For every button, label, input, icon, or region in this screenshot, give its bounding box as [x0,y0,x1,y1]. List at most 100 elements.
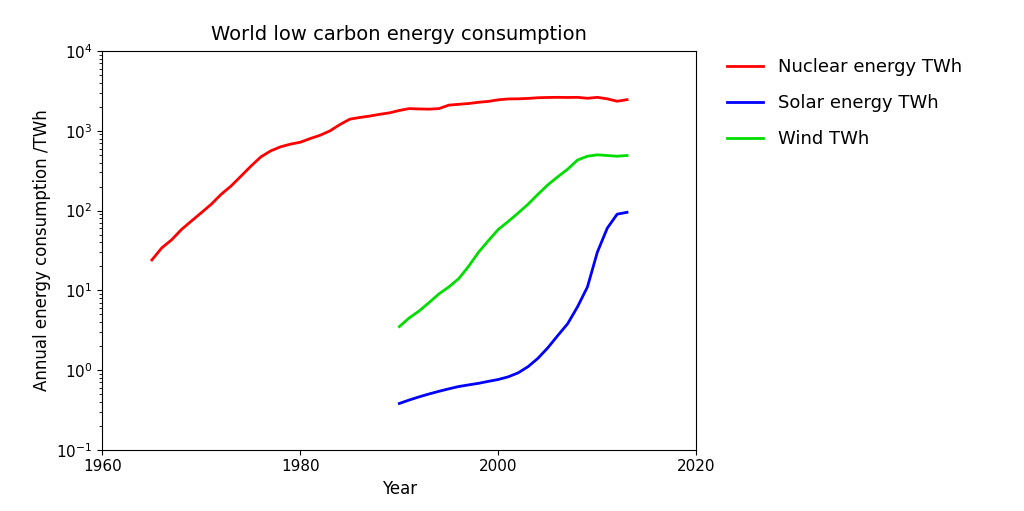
Nuclear energy TWh [621,97,633,103]
Solar energy TWh [611,211,624,217]
Wind TWh [502,218,514,224]
Nuclear energy TWh [542,95,554,101]
Wind TWh [482,238,495,244]
Wind TWh [611,153,624,159]
Wind TWh [591,152,603,158]
Wind TWh [433,291,445,297]
Solar energy TWh [552,333,564,339]
Legend: Nuclear energy TWh, Solar energy TWh, Wind TWh: Nuclear energy TWh, Solar energy TWh, Wi… [720,51,969,156]
Nuclear energy TWh [601,96,613,102]
Nuclear energy TWh [374,111,386,118]
Nuclear energy TWh [512,96,524,102]
Wind TWh [413,308,425,314]
Solar energy TWh [442,386,455,392]
Nuclear energy TWh [304,135,316,142]
Solar energy TWh [413,394,425,400]
Nuclear energy TWh [453,101,465,107]
Nuclear energy TWh [531,95,544,101]
Line: Wind TWh: Wind TWh [399,155,627,327]
Solar energy TWh [502,374,514,380]
Wind TWh [442,284,455,290]
Solar energy TWh [621,209,633,215]
Solar energy TWh [591,249,603,256]
Nuclear energy TWh [156,245,168,251]
Solar energy TWh [493,377,505,383]
Solar energy TWh [472,380,484,386]
Solar energy TWh [522,364,535,370]
Nuclear energy TWh [196,210,208,216]
Nuclear energy TWh [225,183,238,189]
Nuclear energy TWh [264,148,276,154]
Nuclear energy TWh [433,106,445,112]
Wind TWh [571,157,584,163]
Solar energy TWh [531,355,544,361]
Wind TWh [423,299,435,306]
Line: Nuclear energy TWh: Nuclear energy TWh [152,97,627,260]
Wind TWh [393,323,406,330]
Nuclear energy TWh [423,106,435,112]
Solar energy TWh [393,401,406,407]
Nuclear energy TWh [472,99,484,105]
Y-axis label: Annual energy consumption /TWh: Annual energy consumption /TWh [33,109,51,391]
Nuclear energy TWh [482,98,495,104]
Nuclear energy TWh [552,94,564,100]
Nuclear energy TWh [561,95,573,101]
Nuclear energy TWh [442,102,455,108]
X-axis label: Year: Year [382,480,417,498]
Nuclear energy TWh [344,116,356,122]
Nuclear energy TWh [393,107,406,113]
Nuclear energy TWh [185,218,198,224]
Solar energy TWh [542,345,554,351]
Nuclear energy TWh [324,128,336,134]
Nuclear energy TWh [463,101,475,107]
Nuclear energy TWh [205,201,217,207]
Wind TWh [561,166,573,172]
Title: World low carbon energy consumption: World low carbon energy consumption [211,25,588,44]
Wind TWh [542,182,554,188]
Nuclear energy TWh [582,95,594,101]
Nuclear energy TWh [234,173,247,179]
Wind TWh [472,249,484,256]
Nuclear energy TWh [591,94,603,100]
Nuclear energy TWh [145,257,158,263]
Wind TWh [522,201,535,207]
Solar energy TWh [453,383,465,389]
Nuclear energy TWh [245,163,257,169]
Wind TWh [621,152,633,158]
Solar energy TWh [571,304,584,310]
Line: Solar energy TWh: Solar energy TWh [399,212,627,404]
Nuclear energy TWh [403,106,416,112]
Wind TWh [463,263,475,269]
Nuclear energy TWh [353,114,366,121]
Nuclear energy TWh [175,226,187,233]
Solar energy TWh [482,378,495,384]
Wind TWh [453,275,465,282]
Nuclear energy TWh [166,237,178,243]
Wind TWh [552,174,564,180]
Nuclear energy TWh [215,191,227,197]
Solar energy TWh [403,397,416,403]
Wind TWh [493,226,505,233]
Nuclear energy TWh [383,110,395,116]
Nuclear energy TWh [502,96,514,102]
Nuclear energy TWh [364,113,376,119]
Wind TWh [601,152,613,158]
Nuclear energy TWh [493,97,505,103]
Solar energy TWh [433,388,445,394]
Nuclear energy TWh [274,144,287,150]
Nuclear energy TWh [294,139,306,145]
Wind TWh [403,315,416,321]
Nuclear energy TWh [571,94,584,100]
Nuclear energy TWh [314,132,327,138]
Wind TWh [531,191,544,197]
Nuclear energy TWh [255,154,267,160]
Nuclear energy TWh [285,141,297,147]
Solar energy TWh [561,321,573,327]
Solar energy TWh [512,370,524,376]
Nuclear energy TWh [334,122,346,128]
Nuclear energy TWh [611,98,624,104]
Wind TWh [512,210,524,216]
Nuclear energy TWh [522,96,535,102]
Wind TWh [582,153,594,159]
Nuclear energy TWh [413,106,425,112]
